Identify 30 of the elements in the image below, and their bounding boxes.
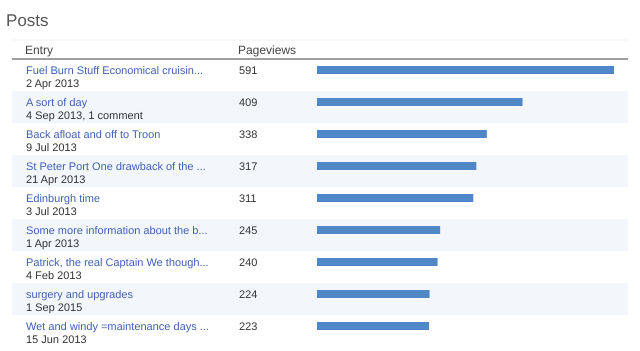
x-axis-title: Pageviews: [238, 43, 296, 57]
data-label: 409: [239, 97, 258, 109]
y-tick-label: A sort of day 4 Sep 2013, 1 comment: [26, 97, 143, 122]
data-label: 338: [239, 129, 258, 141]
bar: [317, 194, 474, 202]
bar: [317, 130, 487, 138]
bar: [317, 290, 430, 298]
y-tick-label: Some more information about the b... 1 Apr 2013: [26, 225, 208, 250]
y-tick-label: Wet and windy =maintenance days ... 15 Jun 2013: [26, 321, 209, 346]
data-label: 224: [239, 289, 258, 301]
bar: [317, 98, 523, 106]
bar: [317, 258, 438, 266]
y-tick-label: St Peter Port One drawback of the ... 21 Apr 2013: [26, 161, 206, 186]
data-label: 311: [239, 193, 257, 205]
y-tick-label: surgery and upgrades 1 Sep 2015: [26, 289, 134, 314]
bar: [317, 162, 476, 170]
y-axis-title: Entry: [25, 43, 54, 57]
y-tick-label: Back afloat and off to Troon 9 Jul 2013: [26, 129, 160, 154]
y-tick-label: Fuel Burn Stuff Economical cruisin... 2 Apr 2013: [26, 65, 204, 90]
bar: [317, 66, 614, 74]
text: Posts: [6, 11, 49, 30]
data-label: 240: [239, 257, 258, 269]
data-label: 591: [239, 65, 258, 77]
y-tick-label: Patrick, the real Captain We though... 4 Feb 2013: [26, 257, 209, 282]
bar: [317, 322, 430, 330]
bar: [317, 226, 440, 234]
data-label: 223: [239, 321, 258, 333]
y-tick-label: Edinburgh time 3 Jul 2013: [26, 193, 100, 218]
data-label: 317: [239, 161, 258, 173]
data-label: 245: [239, 225, 258, 237]
